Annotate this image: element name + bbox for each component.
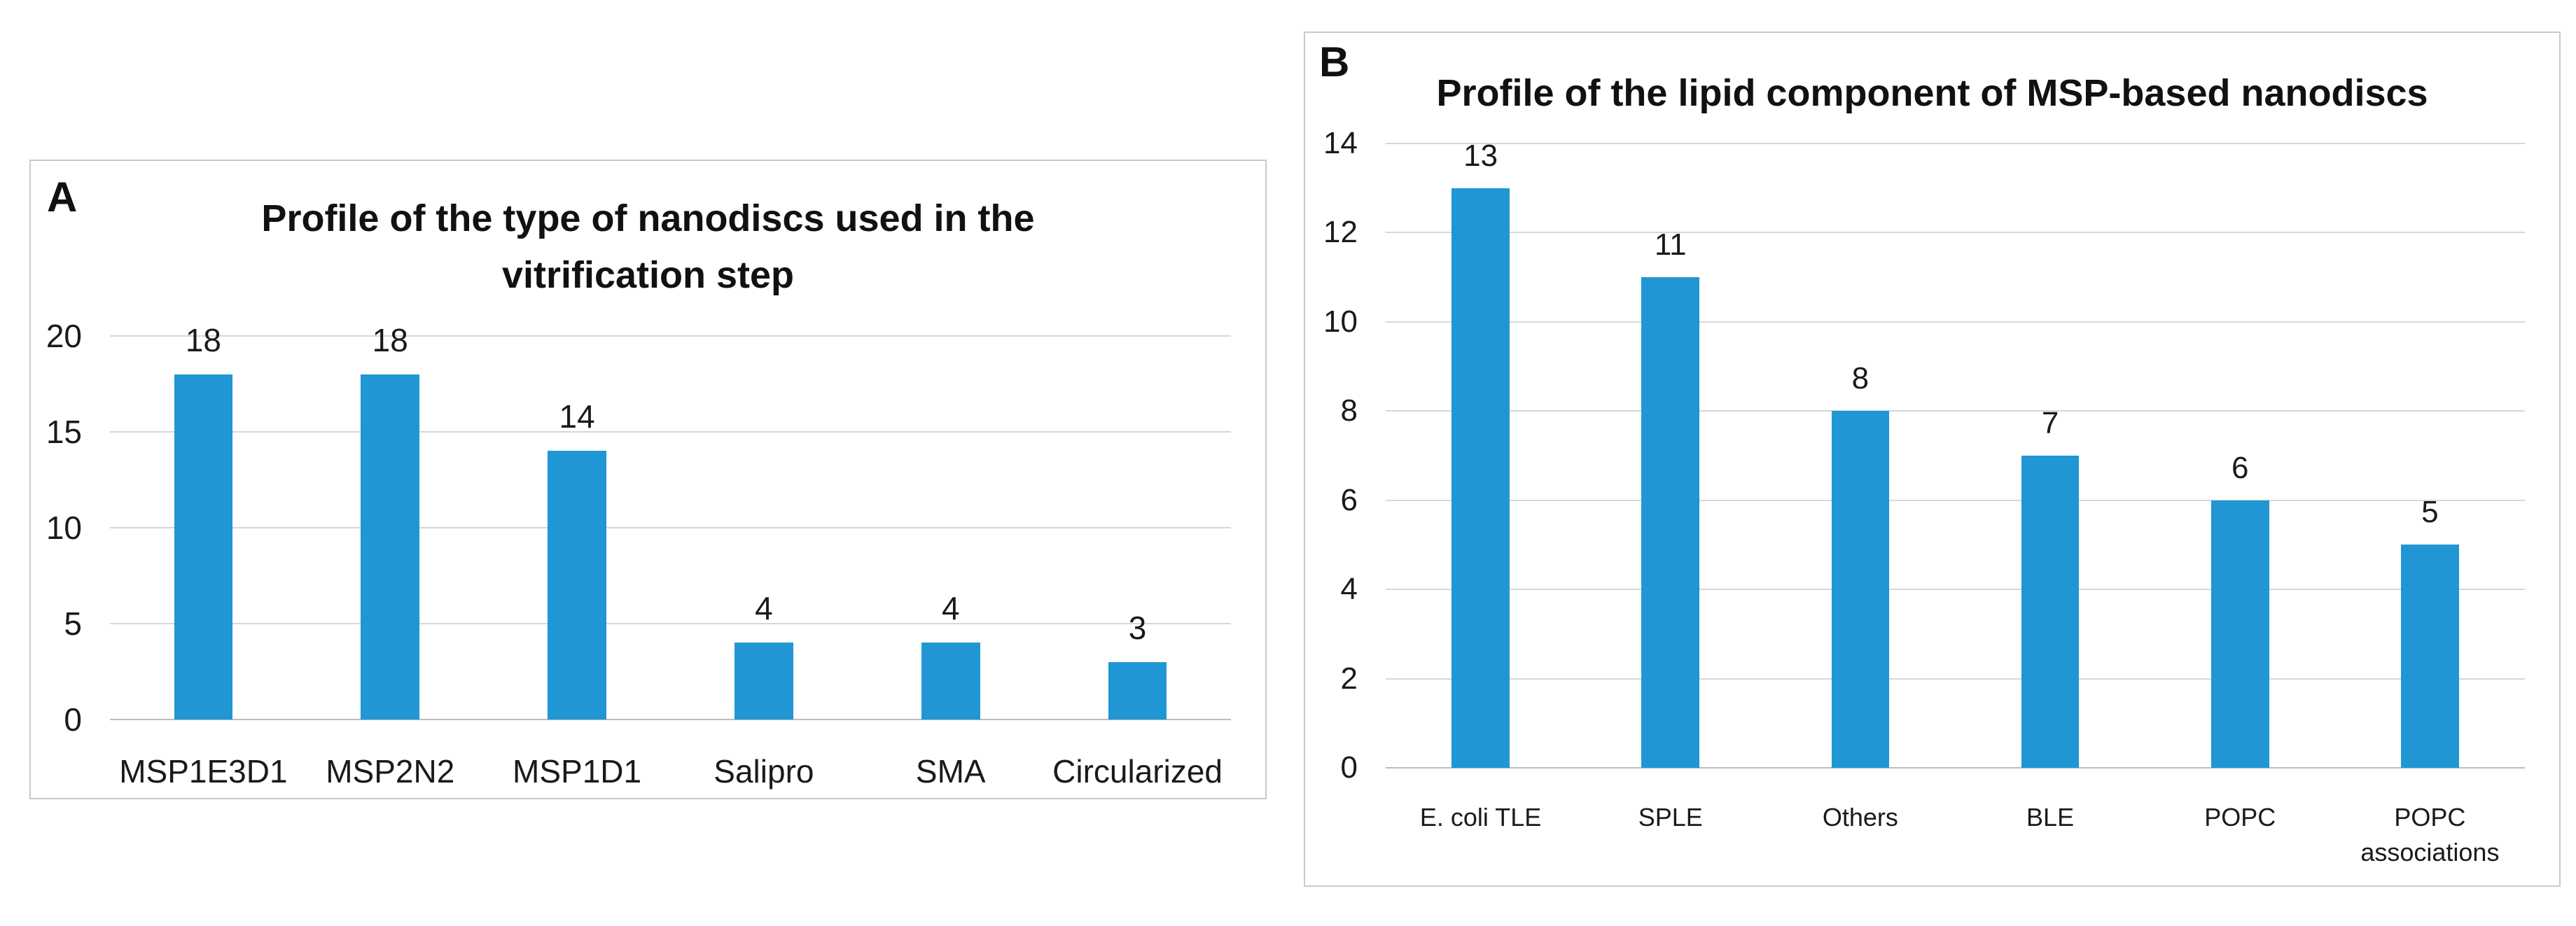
gridline — [1386, 232, 2525, 234]
x-axis-category-label: POPC associations — [2360, 803, 2500, 867]
gridline — [1386, 410, 2525, 412]
bar-value-label: 6 — [2232, 450, 2249, 485]
y-axis-tick-label: 0 — [64, 701, 82, 738]
bar-value-label: 14 — [559, 398, 595, 435]
bar-ble — [2021, 456, 2080, 768]
y-axis-tick-label: 14 — [1323, 126, 1358, 160]
bar-msp1d1 — [548, 451, 606, 720]
y-axis-tick-label: 8 — [1340, 393, 1358, 428]
x-axis-category-label: Others — [1822, 803, 1898, 832]
gridline — [1386, 589, 2525, 591]
bar-value-label: 11 — [1654, 227, 1687, 262]
panel-a-chart-title: Profile of the type of nanodiscs used in… — [261, 197, 1035, 296]
panel-b: B Profile of the lipid component of MSP-… — [1304, 31, 2561, 887]
x-axis-category-label: MSP2N2 — [326, 753, 455, 790]
bar-circularized — [1108, 661, 1167, 720]
bar-value-label: 4 — [941, 590, 960, 627]
bar-value-label: 18 — [185, 321, 221, 358]
x-axis-baseline — [1386, 767, 2525, 769]
y-axis-tick-label: 15 — [46, 414, 82, 450]
x-axis-category-label: MSP1E3D1 — [119, 753, 288, 790]
panel-a-bar-chart: 0 5 10 15 20 18 MSP1E3D1 18 MSP2N2 14 MSP1D1 4 Salip… — [31, 161, 1265, 798]
bar-value-label: 7 — [2041, 406, 2059, 440]
bar-popc — [2211, 500, 2269, 768]
panel-b-chart-title: Profile of the lipid component of MSP-ba… — [1436, 72, 2428, 114]
gridline — [110, 527, 1231, 528]
bar-salipro — [734, 643, 793, 720]
x-axis-category-label: POPC — [2204, 803, 2276, 832]
gridline — [110, 431, 1231, 433]
x-axis-category-label: SMA — [915, 753, 986, 790]
bar-value-label: 8 — [1851, 361, 1870, 396]
gridline — [110, 335, 1231, 337]
y-axis-tick-label: 6 — [1340, 482, 1358, 517]
y-axis-tick-label: 5 — [64, 605, 82, 642]
gridline — [110, 623, 1231, 624]
bar-others — [1831, 411, 1890, 768]
x-axis-category-label: Circularized — [1052, 753, 1223, 790]
bar-value-label: 3 — [1128, 609, 1147, 646]
panel-b-bar-chart: 0 2 4 6 8 10 12 14 13 E. coli TLE 11 SPLE 8 Others 7 BL… — [1305, 33, 2559, 885]
gridline — [1386, 678, 2525, 680]
panel-b-letter: B — [1319, 38, 1350, 85]
bar-sple — [1641, 277, 1700, 768]
x-axis-category-label: Salipro — [713, 753, 814, 790]
gridline — [1386, 499, 2525, 501]
bar-popc-associations — [2401, 545, 2459, 768]
y-axis-tick-label: 2 — [1340, 661, 1358, 696]
x-axis-category-label: E. coli TLE — [1419, 803, 1542, 832]
bar-e-coli-tle — [1451, 188, 1510, 768]
y-axis-tick-label: 20 — [46, 318, 82, 354]
panel-a: A Profile of the type of nanodiscs used … — [29, 160, 1267, 799]
gridline — [1386, 143, 2525, 144]
panel-a-letter: A — [47, 174, 78, 220]
bar-value-label: 13 — [1463, 138, 1498, 173]
gridline — [1386, 321, 2525, 323]
x-axis-category-label: BLE — [2026, 803, 2075, 832]
x-axis-category-label: SPLE — [1638, 803, 1703, 832]
bar-value-label: 5 — [2421, 495, 2439, 530]
y-axis-tick-label: 10 — [1323, 304, 1358, 339]
bar-msp1e3d1 — [174, 374, 233, 720]
y-axis-tick-label: 4 — [1340, 572, 1358, 607]
bar-msp2n2 — [361, 374, 420, 720]
bar-value-label: 18 — [372, 321, 408, 358]
y-axis-tick-label: 0 — [1340, 750, 1358, 785]
x-axis-category-label: MSP1D1 — [513, 753, 642, 790]
y-axis-tick-label: 12 — [1323, 215, 1358, 250]
bar-sma — [921, 643, 980, 720]
bar-value-label: 4 — [755, 590, 773, 627]
x-axis-baseline — [110, 719, 1231, 720]
y-axis-tick-label: 10 — [46, 510, 82, 546]
